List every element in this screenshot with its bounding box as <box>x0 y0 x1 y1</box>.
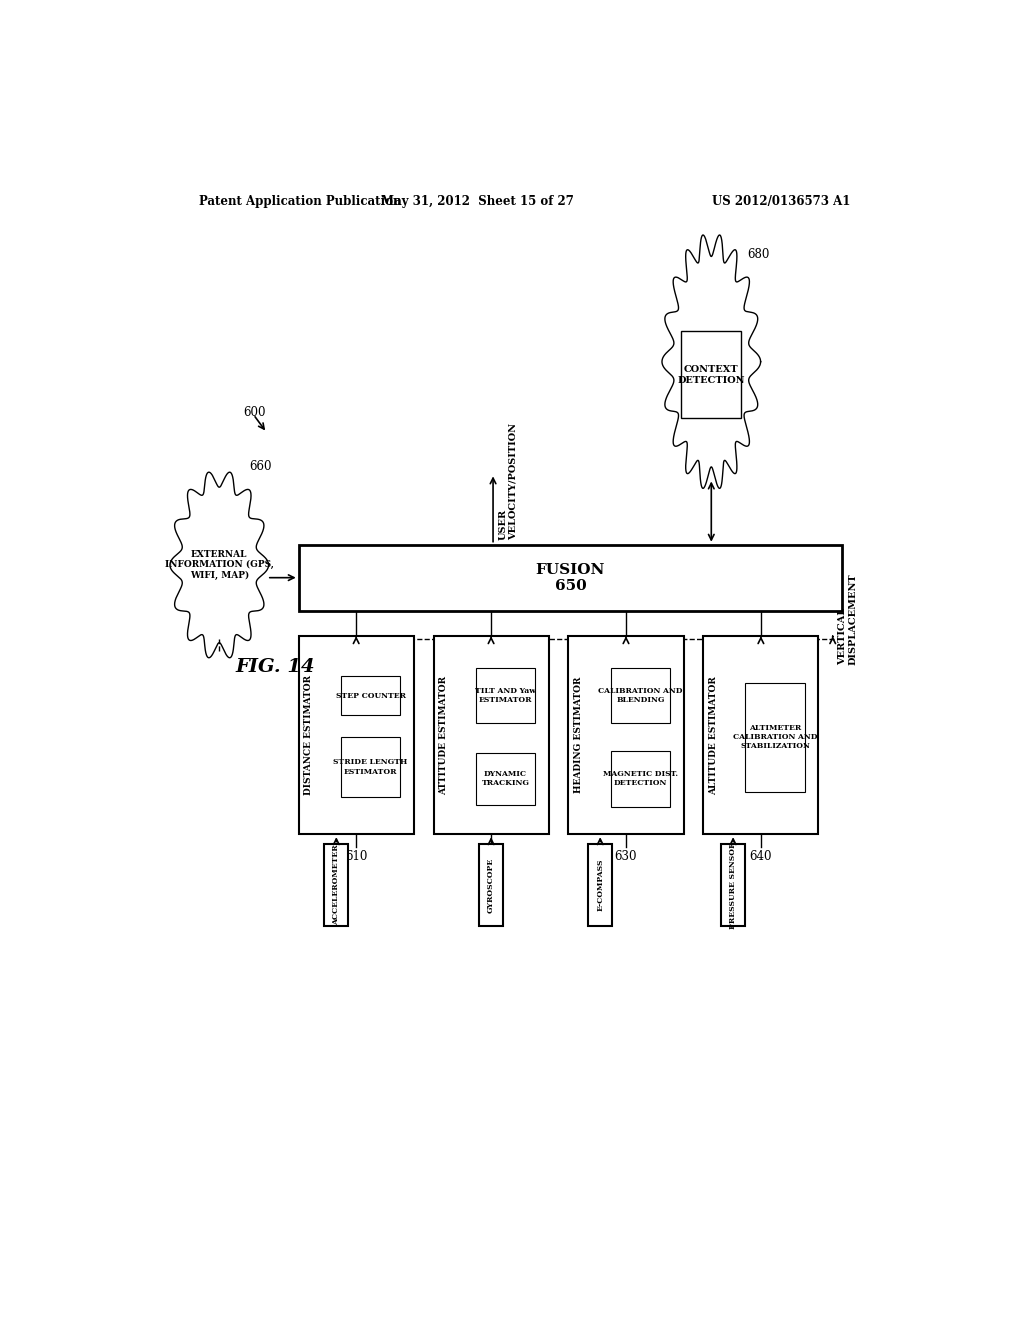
Text: DISTANCE ESTIMATOR: DISTANCE ESTIMATOR <box>304 676 313 795</box>
Text: Patent Application Publication: Patent Application Publication <box>200 194 402 207</box>
Text: 600: 600 <box>243 407 265 418</box>
Text: 620: 620 <box>480 850 502 863</box>
Text: VERTICAL
DISPLACEMENT: VERTICAL DISPLACEMENT <box>839 573 858 665</box>
Text: US 2012/0136573 A1: US 2012/0136573 A1 <box>712 194 850 207</box>
Text: CALIBRATION AND
BLENDING: CALIBRATION AND BLENDING <box>598 686 683 704</box>
FancyBboxPatch shape <box>299 545 842 611</box>
Text: May 31, 2012  Sheet 15 of 27: May 31, 2012 Sheet 15 of 27 <box>381 194 573 207</box>
FancyBboxPatch shape <box>721 845 745 925</box>
FancyBboxPatch shape <box>681 331 741 417</box>
Text: HEADING ESTIMATOR: HEADING ESTIMATOR <box>574 677 584 793</box>
FancyBboxPatch shape <box>341 676 400 715</box>
Text: 680: 680 <box>748 248 769 261</box>
FancyBboxPatch shape <box>325 845 348 925</box>
Text: 640: 640 <box>750 850 772 863</box>
Text: ATTITUDE ESTIMATOR: ATTITUDE ESTIMATOR <box>439 676 449 795</box>
Text: ACCELEROMETER: ACCELEROMETER <box>333 845 340 925</box>
Text: STEP COUNTER: STEP COUNTER <box>336 692 406 700</box>
Text: FIG. 14: FIG. 14 <box>236 657 314 676</box>
FancyBboxPatch shape <box>588 845 612 925</box>
FancyBboxPatch shape <box>475 668 536 723</box>
Text: STRIDE LENGTH
ESTIMATOR: STRIDE LENGTH ESTIMATOR <box>334 758 408 776</box>
FancyBboxPatch shape <box>433 636 549 834</box>
Text: E-COMPASS: E-COMPASS <box>596 859 604 911</box>
FancyBboxPatch shape <box>568 636 684 834</box>
Text: EXTERNAL
INFORMATION (GPS,
WIFI, MAP): EXTERNAL INFORMATION (GPS, WIFI, MAP) <box>165 550 273 579</box>
Text: CONTEXT
DETECTION: CONTEXT DETECTION <box>678 366 745 384</box>
Text: TILT AND Yaw
ESTIMATOR: TILT AND Yaw ESTIMATOR <box>475 686 536 704</box>
Text: FUSION
650: FUSION 650 <box>536 562 605 593</box>
FancyBboxPatch shape <box>703 636 818 834</box>
Text: PRESSURE SENSOR: PRESSURE SENSOR <box>729 841 737 929</box>
FancyBboxPatch shape <box>299 636 414 834</box>
FancyBboxPatch shape <box>610 668 670 723</box>
Text: 660: 660 <box>250 461 272 474</box>
FancyBboxPatch shape <box>341 737 400 797</box>
Text: ALTIMETER
CALIBRATION AND
STABILIZATION: ALTIMETER CALIBRATION AND STABILIZATION <box>733 723 817 750</box>
Text: GYROSCOPE: GYROSCOPE <box>487 858 495 912</box>
Text: ALTITUDE ESTIMATOR: ALTITUDE ESTIMATOR <box>710 676 718 795</box>
Text: MAGNETIC DIST.
DETECTION: MAGNETIC DIST. DETECTION <box>603 770 678 788</box>
FancyBboxPatch shape <box>745 682 805 792</box>
FancyBboxPatch shape <box>610 751 670 807</box>
Text: 630: 630 <box>614 850 637 863</box>
Text: USER
VELOCITY/POSITION: USER VELOCITY/POSITION <box>499 422 518 540</box>
FancyBboxPatch shape <box>475 752 536 805</box>
Text: DYNAMIC
TRACKING: DYNAMIC TRACKING <box>481 770 529 788</box>
FancyBboxPatch shape <box>479 845 503 925</box>
Text: 610: 610 <box>345 850 368 863</box>
